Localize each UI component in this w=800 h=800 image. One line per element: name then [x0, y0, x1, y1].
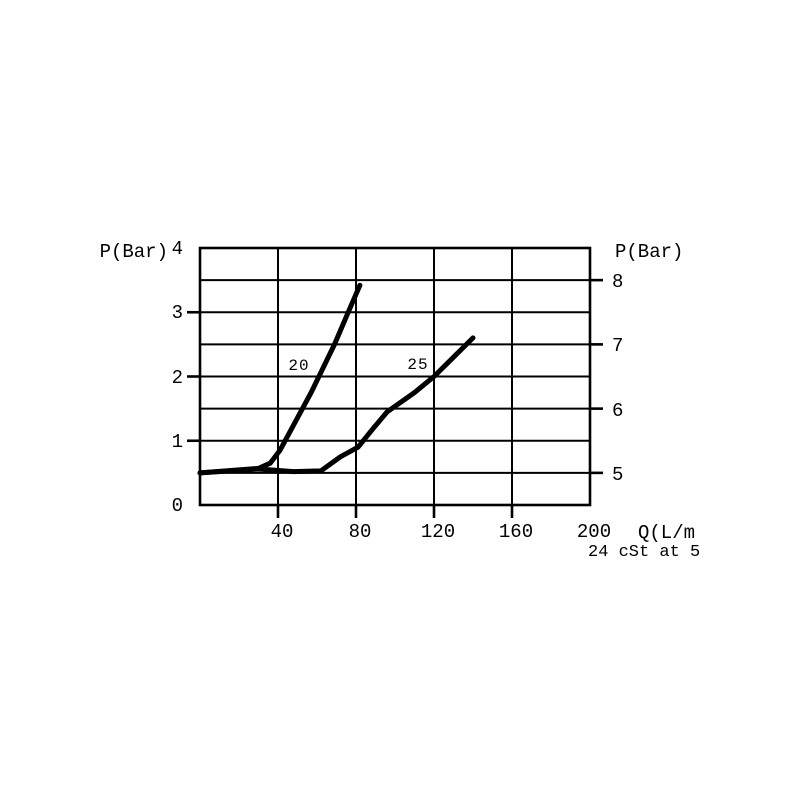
left-axis-tick-label: 3: [171, 302, 183, 324]
series-label-20: 20: [288, 357, 310, 375]
left-axis-tick-label: 4: [171, 238, 183, 260]
x-axis-tick-label: 160: [498, 521, 534, 543]
left-axis-title: P(Bar): [99, 241, 168, 263]
right-axis-tick-label: 7: [612, 335, 624, 357]
right-axis-title: P(Bar): [615, 241, 684, 263]
x-axis-tick-label: 80: [348, 521, 372, 543]
series-curve-20: [197, 282, 363, 476]
series-curve-25: [197, 335, 476, 476]
left-axis-tick-label: 1: [171, 431, 183, 453]
series-label-25: 25: [407, 356, 429, 374]
x-axis-tick-label: 40: [270, 521, 294, 543]
right-axis-tick-label: 5: [612, 464, 624, 486]
viscosity-footnote: 24 cSt at 5: [588, 543, 701, 562]
x-axis-tick-label: 120: [420, 521, 456, 543]
right-axis-tick-label: 8: [612, 271, 624, 293]
left-axis-tick-label: 0: [171, 495, 183, 517]
x-axis-title: Q(L/m: [638, 522, 696, 544]
left-axis-tick-label: 2: [171, 367, 183, 389]
x-axis-tick-label: 200: [576, 521, 612, 543]
right-axis-tick-label: 6: [612, 400, 624, 422]
